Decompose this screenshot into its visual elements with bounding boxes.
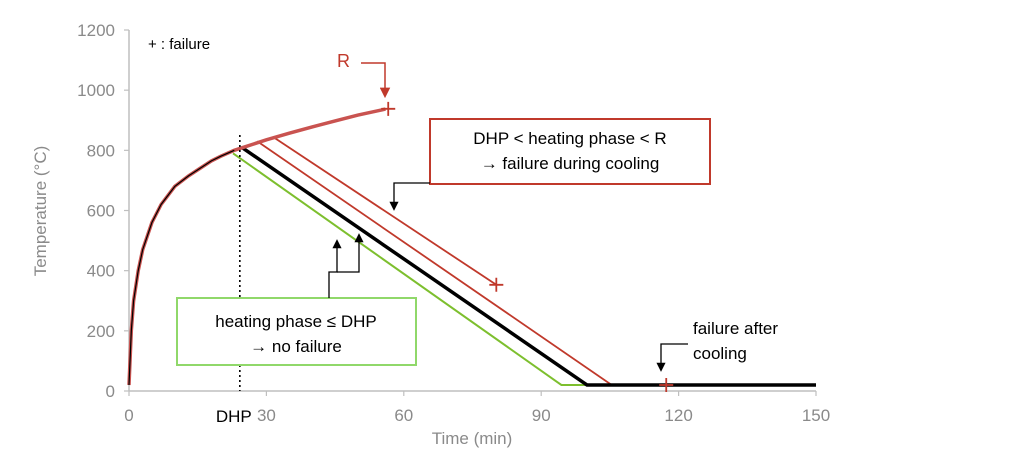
- y-tick-label: 0: [106, 382, 115, 401]
- x-tick-label: 30: [257, 406, 276, 425]
- x-tick-label: 0: [124, 406, 133, 425]
- cooling-box-line-1: DHP < heating phase < R: [473, 129, 666, 148]
- legend-failure: + : failure: [148, 36, 210, 53]
- x-axis-title: Time (min): [432, 429, 513, 448]
- after-cooling-line-2: cooling: [693, 344, 747, 363]
- y-tick-label: 1200: [77, 21, 115, 40]
- after-cooling-arrow: [656, 343, 688, 372]
- y-tick-label: 400: [87, 262, 115, 281]
- failure-marker: [489, 277, 504, 292]
- x-tick-label: 120: [664, 406, 692, 425]
- failure-markers: [381, 101, 674, 392]
- y-axis-title: Temperature (°C): [31, 146, 50, 277]
- no-failure-arrow-1: [328, 239, 342, 298]
- heating-curve-core: [128, 149, 235, 386]
- no-failure-box-line-2: → no failure: [250, 337, 342, 356]
- y-tick-label: 600: [87, 202, 115, 221]
- x-tick-label: 90: [532, 406, 551, 425]
- after-cooling-line-1: failure after: [693, 319, 778, 338]
- y-tick-label: 200: [87, 322, 115, 341]
- no-failure-arrow-2: [337, 233, 364, 273]
- dhp-label: DHP: [216, 407, 252, 426]
- cooling-failure-box: [429, 118, 711, 185]
- no-failure-box: [176, 297, 417, 366]
- y-tick-label: 800: [87, 141, 115, 160]
- failure-marker: [381, 101, 396, 116]
- cooling-box-line-2: → failure during cooling: [481, 154, 660, 173]
- no-failure-box-line-1: heating phase ≤ DHP: [215, 312, 376, 331]
- r-arrow: [361, 62, 391, 99]
- failure-marker: [659, 377, 674, 392]
- y-tick-label: 1000: [77, 81, 115, 100]
- cooling-box-arrow: [389, 182, 430, 211]
- series-black-line: [240, 145, 816, 387]
- axis-ticks: 0 200 400 600 800 1000 1200 0 30 60 90 120 150: [77, 21, 830, 425]
- r-label: R: [337, 51, 350, 71]
- series-red-line-2: [272, 136, 497, 286]
- x-tick-label: 60: [394, 406, 413, 425]
- x-tick-label: 150: [802, 406, 830, 425]
